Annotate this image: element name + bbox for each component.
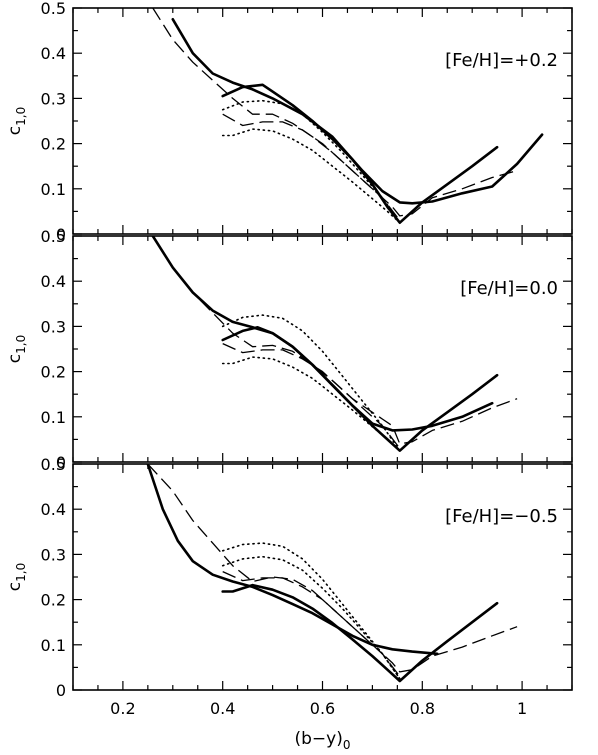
panel-frame [72, 235, 573, 463]
y-tick-label: 0.4 [41, 44, 66, 63]
panel-3: 0 0.1 0.2 0.3 0.4 0.5 c1,0 [Fe/H]=−0.5 0.2 0.4 0.6… [5, 455, 573, 718]
y-tick-label: 0.1 [41, 636, 66, 655]
y-axis-label-subscript: 1,0 [14, 335, 28, 354]
panel-annotation: [Fe/H]=+0.2 [445, 50, 558, 71]
y-tick-label: 0.4 [41, 500, 66, 519]
y-tick-label: 0.3 [41, 89, 66, 108]
series-line-solid-thick [221, 583, 499, 683]
series-group [151, 236, 518, 453]
y-tick-label: 0.5 [41, 0, 66, 18]
series-line-dotted [221, 128, 401, 224]
series-line-dashed [222, 343, 401, 449]
y-tick-label: 0.5 [41, 227, 66, 246]
panel-frame [72, 7, 573, 235]
x-tick-label: 1 [517, 699, 527, 718]
series-line-dotted [221, 542, 401, 680]
series-line-dotted [221, 356, 401, 452]
series-line-dotted [221, 555, 401, 680]
y-tick-label: 0 [56, 225, 66, 244]
series-line-dashed [222, 571, 401, 677]
y-tick-label: 0.3 [41, 545, 66, 564]
series-line-solid-thick [221, 83, 499, 224]
y-axis-label-subscript: 1,0 [14, 563, 28, 582]
series-group [152, 8, 544, 224]
y-tick-label: 0.2 [41, 363, 66, 382]
series-line-solid-thick [151, 236, 494, 432]
series-line-dashed [222, 113, 401, 221]
x-tick-label: 0.8 [410, 699, 435, 718]
y-tick-label: 0 [56, 681, 66, 700]
y-axis-label-subscript: 1,0 [14, 107, 28, 126]
series-line-dashed [152, 236, 518, 445]
panel-1: 0 0.1 0.2 0.3 0.4 0.5 c1,0 [Fe/H]=+0.2 [5, 0, 573, 244]
y-tick-label: 0.1 [41, 408, 66, 427]
panel-annotation: [Fe/H]=−0.5 [445, 506, 558, 527]
panels-layer: 0 0.1 0.2 0.3 0.4 0.5 c1,0 [Fe/H]=+0.2 0 0.1 0.2 0.… [5, 0, 573, 718]
series-line-dotted [221, 99, 401, 224]
panel-annotation: [Fe/H]=0.0 [460, 278, 558, 299]
series-group [146, 464, 518, 683]
y-tick-label: 0 [56, 453, 66, 472]
x-tick-label: 0.4 [210, 699, 235, 718]
series-line-solid-thick [146, 464, 439, 656]
panel-frame [72, 463, 573, 691]
x-axis-label-subscript: 0 [343, 738, 351, 752]
y-axis-label: c1,0 [5, 107, 28, 135]
y-tick-label: 0.1 [41, 180, 66, 199]
x-tick-label: 0.6 [310, 699, 335, 718]
series-line-dashed [152, 8, 518, 217]
y-axis-label: c1,0 [5, 563, 28, 591]
y-tick-label: 0.2 [41, 135, 66, 154]
y-axis-label: c1,0 [5, 335, 28, 363]
x-axis-label: (b−y)0 [294, 729, 350, 752]
y-tick-label: 0.5 [41, 455, 66, 474]
y-tick-label: 0.4 [41, 272, 66, 291]
y-tick-label: 0.3 [41, 317, 66, 336]
series-line-solid-thick [221, 325, 499, 453]
series-line-dotted [221, 314, 401, 452]
y-tick-label: 0.2 [41, 591, 66, 610]
panel-2: 0 0.1 0.2 0.3 0.4 0.5 c1,0 [Fe/H]=0.0 [5, 227, 573, 472]
x-tick-label: 0.2 [110, 699, 135, 718]
